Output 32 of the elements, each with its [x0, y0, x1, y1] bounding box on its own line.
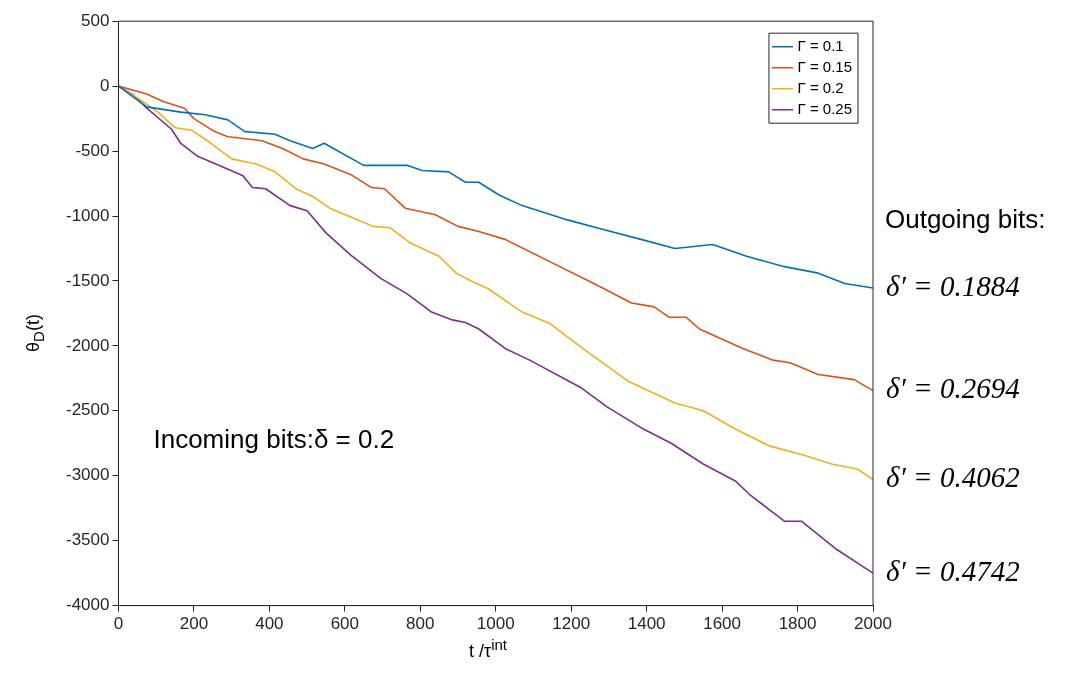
legend-label: Γ = 0.25 — [797, 99, 853, 117]
x-tick-label: 400 — [255, 614, 284, 634]
legend-label: Γ = 0.15 — [797, 57, 853, 75]
x-tick-label: 1400 — [627, 614, 666, 634]
x-axis-title: t /τ$^{int}$ — [468, 636, 508, 662]
y-tick-label: -500 — [75, 140, 110, 160]
x-tick-label: 600 — [330, 614, 360, 634]
annotation: Incoming bits:δ = 0.2 — [153, 424, 395, 455]
x-tick-label: 1200 — [552, 614, 591, 634]
x-tick-label: 200 — [179, 614, 209, 634]
legend-label: Γ = 0.2 — [797, 78, 844, 96]
y-tick-label: 0 — [100, 75, 110, 95]
text: δ′ = 0.2694 — [886, 372, 1020, 405]
y-tick-label: -3000 — [66, 465, 110, 485]
y-tick-label: -1000 — [66, 205, 110, 225]
x-tick-label: 1800 — [778, 614, 817, 634]
y-tick-label: -2500 — [66, 400, 110, 420]
x-tick-label: 1600 — [703, 614, 742, 634]
y-tick-label: -3500 — [66, 530, 110, 550]
x-tick-label: 800 — [406, 614, 435, 634]
text: δ′ = 0.4742 — [886, 554, 1020, 587]
text: δ′ = 0.4062 — [886, 461, 1020, 494]
y-tick-label: 500 — [81, 10, 110, 30]
x-tick-label: 2000 — [854, 614, 892, 634]
text: δ′ = 0.1884 — [886, 269, 1020, 302]
x-tick-label: 1000 — [476, 614, 515, 634]
y-tick-label: -4000 — [66, 595, 110, 615]
x-tick-label: 0 — [113, 614, 124, 634]
y-tick-label: -1500 — [66, 270, 110, 290]
text: Outgoing bits: — [885, 204, 1046, 235]
legend-label: Γ = 0.1 — [797, 36, 844, 54]
y-tick-label: -2000 — [66, 335, 110, 355]
